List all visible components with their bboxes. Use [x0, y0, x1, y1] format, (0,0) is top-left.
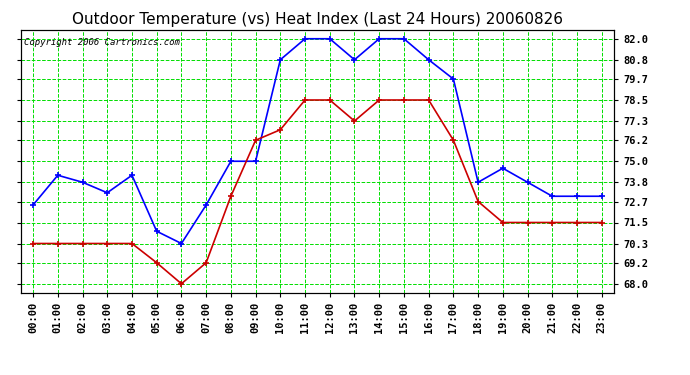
- Text: Copyright 2006 Cartronics.com: Copyright 2006 Cartronics.com: [23, 38, 179, 47]
- Title: Outdoor Temperature (vs) Heat Index (Last 24 Hours) 20060826: Outdoor Temperature (vs) Heat Index (Las…: [72, 12, 563, 27]
